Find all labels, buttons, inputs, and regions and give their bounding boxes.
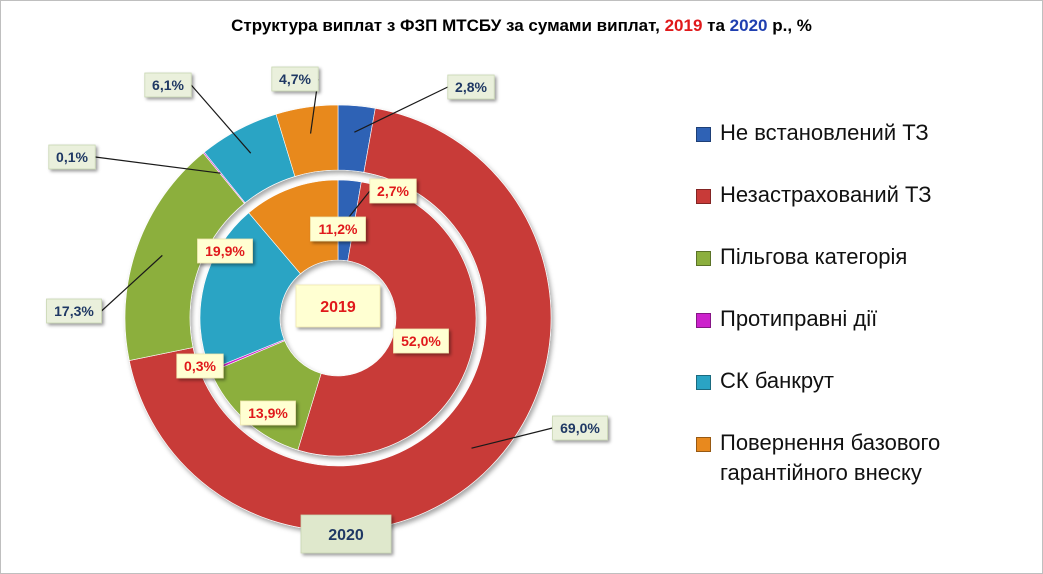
leader-line-2020-2 bbox=[101, 254, 163, 312]
legend-item-2: Пільгова категорія bbox=[696, 242, 1026, 272]
legend-swatch bbox=[696, 127, 711, 142]
data-label-2019-4: 19,9% bbox=[197, 238, 253, 264]
legend-label: Незастрахований ТЗ bbox=[720, 182, 932, 207]
data-label-2019-1: 52,0% bbox=[393, 328, 449, 354]
data-label-text: 0,1% bbox=[56, 149, 88, 165]
chart-legend: Не встановлений ТЗ Незастрахований ТЗ Піль… bbox=[696, 118, 1026, 488]
series-name-label-2020: 2020 bbox=[300, 514, 392, 554]
leader-line-2020-1 bbox=[471, 427, 553, 449]
data-label-2020-0: 2,8% bbox=[447, 74, 495, 100]
data-label-2019-0: 2,7% bbox=[369, 178, 417, 204]
data-label-text: 17,3% bbox=[54, 303, 94, 319]
title-suffix: р., % bbox=[767, 16, 812, 35]
data-label-2019-3: 0,3% bbox=[176, 353, 224, 379]
data-label-text: 0,3% bbox=[184, 358, 216, 374]
data-label-text: 11,2% bbox=[319, 221, 358, 237]
data-label-2020-3: 0,1% bbox=[48, 144, 96, 170]
legend-swatch bbox=[696, 251, 711, 266]
slice-2019-1 bbox=[297, 181, 477, 457]
legend-swatch bbox=[696, 375, 711, 390]
series-name-label-2019: 2019 bbox=[295, 284, 381, 328]
legend-swatch bbox=[696, 189, 711, 204]
title-year-2020: 2020 bbox=[729, 16, 768, 35]
legend-swatch bbox=[696, 437, 711, 452]
slice-2020-5 bbox=[275, 104, 339, 177]
legend-item-5: Повернення базового гарантійного внеску bbox=[696, 428, 1026, 488]
legend-item-0: Не встановлений ТЗ bbox=[696, 118, 1026, 148]
data-label-2020-4: 6,1% bbox=[144, 72, 192, 98]
leader-line-2019-0 bbox=[345, 190, 371, 221]
slice-2020-1 bbox=[128, 107, 552, 532]
data-label-text: 2,7% bbox=[377, 183, 409, 199]
data-label-2019-2: 13,9% bbox=[240, 400, 296, 426]
data-label-text: 69,0% bbox=[560, 420, 600, 436]
legend-label: гарантійного внеску bbox=[720, 460, 922, 485]
legend-swatch bbox=[696, 313, 711, 328]
series-name-text: 2019 bbox=[320, 299, 356, 316]
legend-label: СК банкрут bbox=[720, 368, 834, 393]
title-conjunction: та bbox=[702, 16, 730, 35]
leader-line-2020-3 bbox=[95, 156, 221, 174]
title-prefix: Структура виплат з ФЗП МТСБУ за сумами в… bbox=[231, 16, 665, 35]
data-label-text: 52,0% bbox=[401, 333, 441, 349]
data-label-2019-5: 11,2% bbox=[310, 216, 366, 242]
chart-title: Структура виплат з ФЗП МТСБУ за сумами в… bbox=[0, 16, 1043, 36]
data-label-2020-1: 69,0% bbox=[552, 415, 608, 441]
legend-label: Пільгова категорія bbox=[720, 244, 908, 269]
legend-item-3: Протиправні дії bbox=[696, 304, 1026, 334]
series-name-text: 2020 bbox=[328, 527, 364, 544]
legend-label: Повернення базового bbox=[720, 430, 941, 455]
data-label-text: 19,9% bbox=[205, 243, 245, 259]
legend-item-4: СК банкрут bbox=[696, 366, 1026, 396]
slice-2019-5 bbox=[248, 179, 339, 275]
legend-label: Протиправні дії bbox=[720, 306, 878, 331]
data-label-2020-2: 17,3% bbox=[46, 298, 102, 324]
leader-line-2020-0 bbox=[354, 86, 449, 133]
legend-item-1: Незастрахований ТЗ bbox=[696, 180, 1026, 210]
leader-line-2020-4 bbox=[190, 84, 252, 154]
title-year-2019: 2019 bbox=[664, 16, 703, 35]
data-label-text: 4,7% bbox=[279, 71, 311, 87]
data-label-text: 2,8% bbox=[455, 79, 487, 95]
data-label-text: 6,1% bbox=[152, 77, 184, 93]
data-label-text: 13,9% bbox=[248, 405, 288, 421]
data-label-2020-5: 4,7% bbox=[271, 66, 319, 92]
legend-label: Не встановлений ТЗ bbox=[720, 120, 929, 145]
